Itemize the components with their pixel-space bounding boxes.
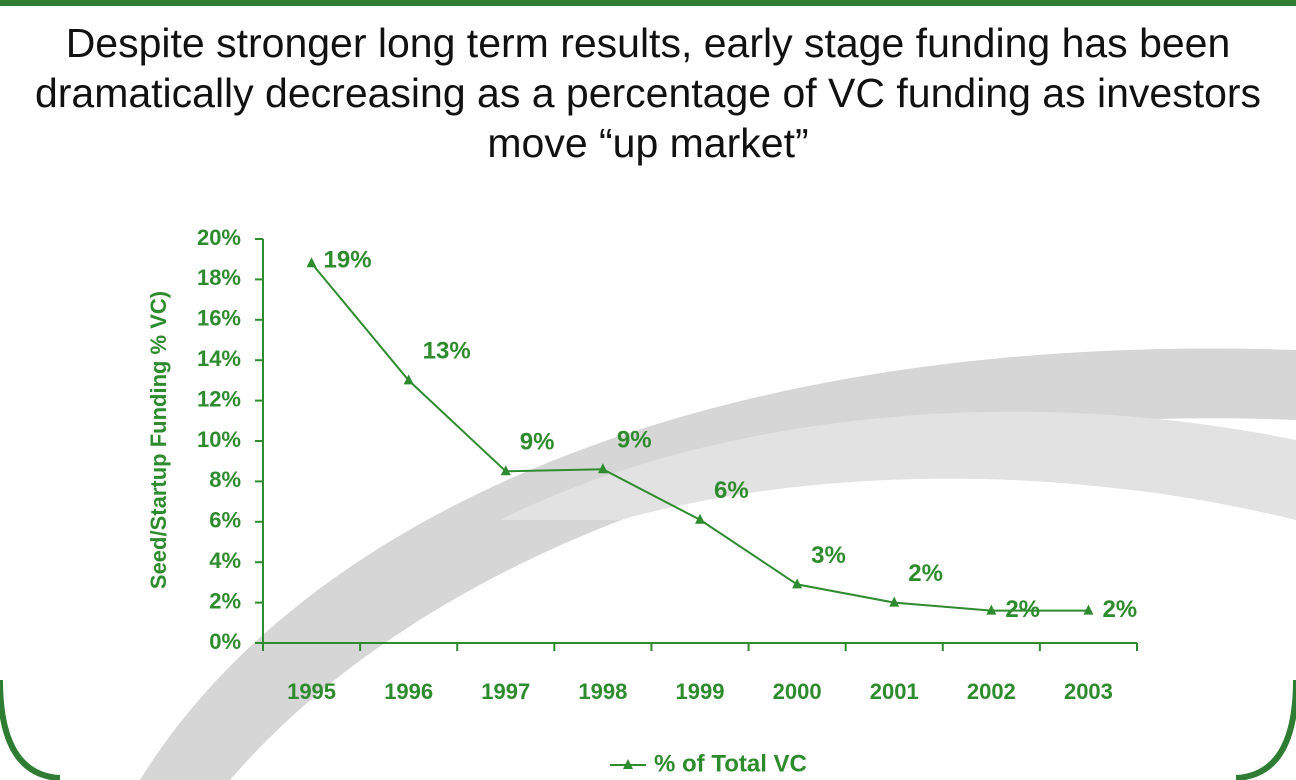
x-tick-label: 1995 xyxy=(287,679,336,704)
data-label: 2% xyxy=(1102,596,1137,623)
y-tick-label: 10% xyxy=(197,427,241,452)
y-tick-label: 16% xyxy=(197,306,241,331)
x-tick-label: 1996 xyxy=(384,679,433,704)
marker xyxy=(500,465,511,476)
y-tick-label: 18% xyxy=(197,265,241,290)
marker xyxy=(695,513,705,524)
x-tick-label: 2000 xyxy=(773,679,822,704)
legend-marker xyxy=(623,759,633,769)
marker xyxy=(306,257,317,268)
marker xyxy=(986,604,997,615)
top-band xyxy=(0,0,1296,6)
x-tick-label: 1999 xyxy=(676,679,725,704)
y-tick-label: 6% xyxy=(209,508,241,533)
data-label: 2% xyxy=(908,560,943,587)
y-tick-label: 2% xyxy=(209,588,241,613)
data-label: 9% xyxy=(520,429,555,456)
y-tick-label: 8% xyxy=(209,467,241,492)
y-tick-label: 14% xyxy=(197,346,241,371)
title: Despite stronger long term results, earl… xyxy=(34,20,1262,166)
marker xyxy=(1083,604,1094,615)
data-label: 13% xyxy=(423,338,471,365)
x-tick-label: 2001 xyxy=(870,679,919,704)
y-tick-label: 0% xyxy=(209,629,241,654)
frame xyxy=(1235,679,1296,780)
marker xyxy=(889,596,900,607)
y-tick-label: 12% xyxy=(197,386,241,411)
x-tick-label: 1997 xyxy=(481,679,530,704)
swoosh xyxy=(140,348,1296,780)
y-axis-label: Seed/Startup Funding % VC) xyxy=(146,291,171,589)
marker xyxy=(403,374,414,385)
x-tick-label: 2002 xyxy=(967,679,1016,704)
data-label: 19% xyxy=(324,247,372,274)
marker xyxy=(792,578,803,589)
data-label: 9% xyxy=(617,427,652,454)
y-tick-label: 4% xyxy=(209,548,241,573)
legend-label: % of Total VC xyxy=(654,750,807,777)
marker xyxy=(597,463,608,474)
swoosh xyxy=(500,411,1296,520)
frame xyxy=(0,679,61,780)
data-label: 2% xyxy=(1005,596,1040,623)
data-label: 3% xyxy=(811,542,846,569)
x-tick-label: 1998 xyxy=(578,679,627,704)
x-tick-label: 2003 xyxy=(1064,679,1113,704)
y-tick-label: 20% xyxy=(197,225,241,250)
data-label: 6% xyxy=(714,477,749,504)
